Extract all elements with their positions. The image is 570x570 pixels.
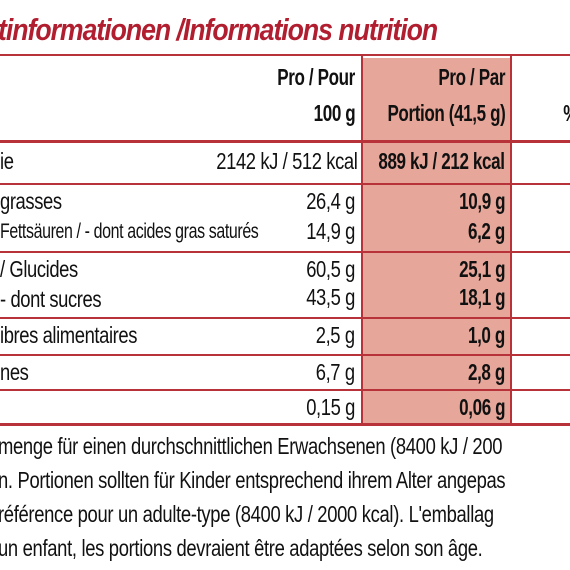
cell-protein-portion: 2,8 g xyxy=(468,359,505,385)
row-rule-5 xyxy=(0,389,570,391)
header-percent: % xyxy=(563,100,570,127)
title-rule xyxy=(0,54,570,56)
cell-energy-per100: 2142 kJ / 512 kcal xyxy=(215,148,358,174)
cell-protein-per100: 6,7 g xyxy=(316,359,355,385)
row-label-protein: nes xyxy=(0,359,29,385)
footnote-line-1: menge für einen durchschnittlichen Erwac… xyxy=(0,433,503,459)
cell-sugars-per100: 43,5 g xyxy=(306,284,355,310)
col-rule-1 xyxy=(361,56,363,424)
col-rule-2 xyxy=(510,56,512,424)
cell-fat-per100: 26,4 g xyxy=(306,188,355,214)
cell-saturated-per100: 14,9 g xyxy=(306,218,355,244)
row-label-energy: ie xyxy=(0,148,14,174)
cell-carbs-per100: 60,5 g xyxy=(306,256,355,282)
portion-column-shade xyxy=(362,58,510,423)
row-label-carbs: / Glucides xyxy=(0,256,78,282)
cell-salt-portion: 0,06 g xyxy=(458,394,505,420)
cell-carbs-portion: 25,1 g xyxy=(458,256,505,282)
row-label-fat: grasses xyxy=(0,188,62,214)
cell-saturated-portion: 6,2 g xyxy=(468,218,505,244)
row-rule-3 xyxy=(0,317,570,319)
header-per100-line2: 100 g xyxy=(313,100,355,126)
header-portion-line2: Portion (41,5 g) xyxy=(387,100,505,126)
row-label-saturated: Fettsäuren / - dont acides gras saturés xyxy=(0,220,259,243)
row-rule-4 xyxy=(0,354,570,356)
cell-fibre-per100: 2,5 g xyxy=(316,322,355,348)
table-title: tinformationen /Informations nutrition xyxy=(0,12,438,47)
table-bottom-rule xyxy=(0,423,570,426)
cell-salt-per100: 0,15 g xyxy=(306,394,355,420)
cell-fibre-portion: 1,0 g xyxy=(468,322,505,348)
header-rule xyxy=(0,140,570,143)
row-rule-1 xyxy=(0,183,570,185)
cell-fat-portion: 10,9 g xyxy=(458,188,505,214)
row-label-sugars: - dont sucres xyxy=(0,286,102,312)
cell-energy-portion: 889 kJ / 212 kcal xyxy=(378,148,506,174)
cell-sugars-portion: 18,1 g xyxy=(458,284,505,310)
row-label-fibre: ibres alimentaires xyxy=(0,322,137,348)
header-per100-line1: Pro / Pour xyxy=(277,64,355,90)
row-rule-2 xyxy=(0,251,570,253)
header-portion-line1: Pro / Par xyxy=(438,64,505,90)
footnote-line-4: un enfant, les portions devraient être a… xyxy=(0,535,483,561)
footnote-line-2: n. Portionen sollten für Kinder entsprec… xyxy=(0,467,506,493)
footnote-line-3: référence pour un adulte-type (8400 kJ /… xyxy=(0,501,494,527)
